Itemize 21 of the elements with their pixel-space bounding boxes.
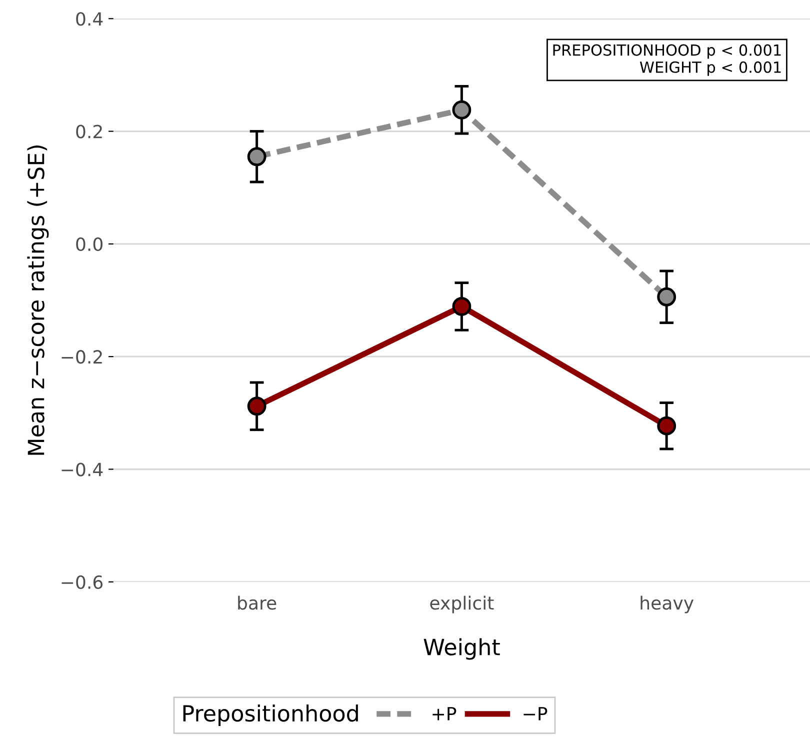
y-tick-label: 0.2 [76, 124, 102, 138]
y-tick-label: 0.0 [76, 237, 102, 252]
y-tick-label: −0.6 [62, 575, 103, 589]
y-tick-label: 0.4 [76, 12, 103, 26]
point [452, 296, 472, 316]
point [657, 416, 676, 436]
x-axis-title: Weight [424, 638, 500, 660]
point [247, 147, 266, 166]
point [657, 287, 676, 306]
legend-label: +P [432, 707, 456, 720]
point [247, 396, 266, 416]
x-tick-label: heavy [640, 596, 694, 614]
legend-title: Prepositionhood [183, 704, 358, 726]
y-tick-label: −0.4 [62, 462, 103, 476]
x-tick-label: bare [238, 596, 276, 610]
y-tick-label: −0.2 [62, 350, 102, 364]
point [452, 100, 472, 120]
legend-label: −P [524, 707, 548, 720]
annotation: PREPOSITIONHOOD p < 0.001 WEIGHT p < 0.001 [553, 44, 781, 76]
y-axis-title: Mean z−score ratings (+SE) [27, 146, 49, 455]
x-tick-label: explicit [430, 596, 494, 614]
